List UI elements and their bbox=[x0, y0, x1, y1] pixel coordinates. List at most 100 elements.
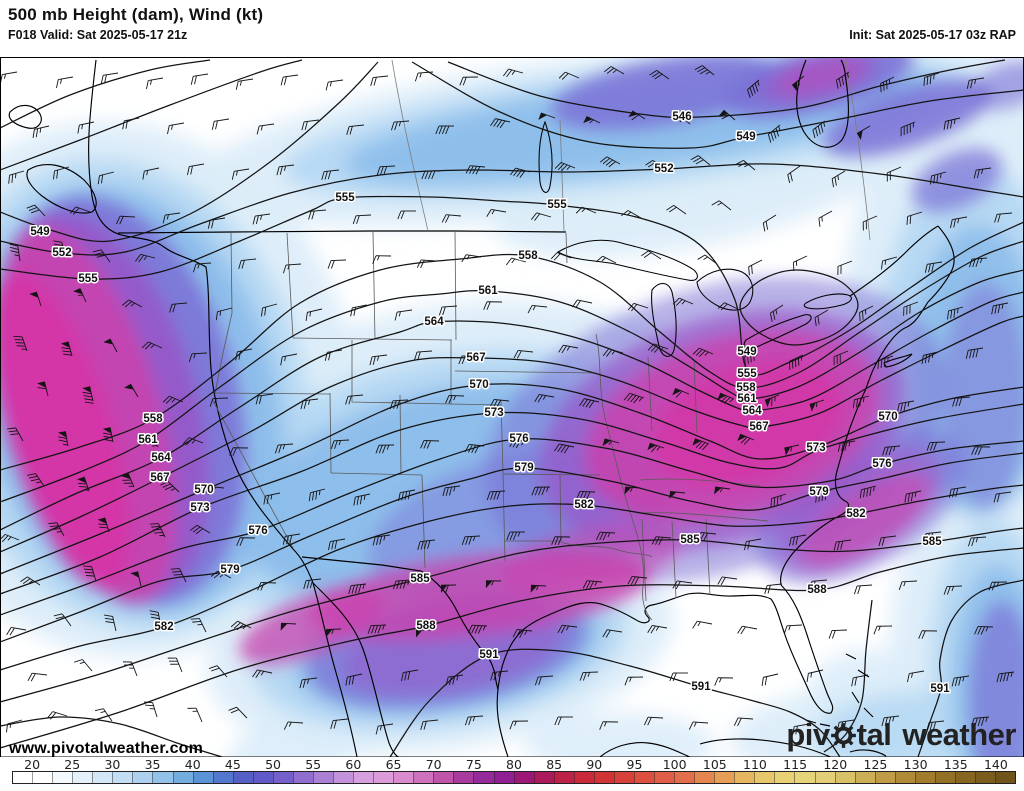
colorbar-cell bbox=[333, 772, 354, 783]
prov-man bbox=[559, 119, 565, 232]
svg-text:552: 552 bbox=[654, 163, 673, 175]
colorbar-cell bbox=[654, 772, 675, 783]
svg-text:579: 579 bbox=[809, 486, 828, 498]
colorbar-cell bbox=[975, 772, 996, 783]
colorbar-cell bbox=[13, 772, 33, 783]
svg-text:585: 585 bbox=[410, 573, 430, 585]
colorbar-cell bbox=[92, 772, 113, 783]
st-lawrence bbox=[849, 225, 939, 297]
lake-michigan bbox=[651, 282, 677, 357]
colorbar-cell bbox=[152, 772, 173, 783]
state-mt-nd bbox=[372, 231, 376, 340]
svg-text:585: 585 bbox=[922, 536, 942, 548]
lake-huron bbox=[696, 268, 754, 311]
svg-text:567: 567 bbox=[466, 352, 485, 364]
state-ut-az bbox=[330, 472, 423, 476]
colorbar-tick: 60 bbox=[345, 757, 362, 772]
colorbar-cell bbox=[674, 772, 695, 783]
svg-text:567: 567 bbox=[749, 421, 768, 433]
state-al-ga bbox=[705, 518, 711, 596]
colorbar-cell bbox=[353, 772, 374, 783]
colorbar-tick: 95 bbox=[626, 757, 643, 772]
svg-text:576: 576 bbox=[509, 433, 528, 445]
svg-text:561: 561 bbox=[737, 393, 757, 405]
colorbar-cell bbox=[734, 772, 755, 783]
colorbar-tick: 40 bbox=[184, 757, 201, 772]
svg-text:549: 549 bbox=[736, 131, 755, 143]
colorbar-tick: 80 bbox=[506, 757, 522, 772]
pivotal-weather-logo: piv tal weather bbox=[786, 717, 1016, 753]
svg-text:558: 558 bbox=[736, 382, 756, 394]
colorbar-tick: 35 bbox=[144, 757, 161, 772]
colorbar-cell bbox=[694, 772, 715, 783]
state-co-n bbox=[450, 403, 502, 406]
state-ms-w bbox=[641, 518, 647, 602]
colorbar-cell bbox=[794, 772, 815, 783]
colorbar-cell bbox=[112, 772, 133, 783]
svg-text:570: 570 bbox=[469, 379, 488, 391]
state-or-ca-nv bbox=[214, 392, 331, 395]
lake-winnipeg bbox=[538, 120, 553, 193]
colorbar-tick: 120 bbox=[823, 757, 848, 772]
state-wa-id bbox=[214, 232, 233, 394]
colorbar-ticks: 20 25 30 35 40 45 50 55 60 65 70 75 80 85 90 95 100 105 11… bbox=[0, 757, 1024, 772]
svg-text:549: 549 bbox=[30, 226, 49, 238]
svg-text:555: 555 bbox=[335, 192, 355, 204]
colorbar-tick: 105 bbox=[702, 757, 727, 772]
colorbar-tick: 65 bbox=[385, 757, 402, 772]
state-nd-mn bbox=[454, 231, 457, 341]
state-ky-tn bbox=[639, 478, 761, 487]
wind-barbs bbox=[1, 65, 1015, 736]
state-ks-ok bbox=[502, 473, 601, 476]
colorbar-cell bbox=[252, 772, 273, 783]
colorbar-tick: 125 bbox=[863, 757, 888, 772]
svg-text:573: 573 bbox=[806, 442, 825, 454]
colorbar-cell bbox=[854, 772, 875, 783]
svg-text:573: 573 bbox=[484, 407, 503, 419]
colorbar-cell bbox=[593, 772, 614, 783]
svg-text:558: 558 bbox=[143, 413, 163, 425]
svg-text:567: 567 bbox=[150, 472, 169, 484]
long-island bbox=[883, 353, 913, 368]
colorbar-cell bbox=[232, 772, 253, 783]
colorbar-tick: 90 bbox=[586, 757, 603, 772]
bahamas bbox=[845, 653, 874, 718]
colorbar-cell bbox=[954, 772, 975, 783]
colorbar-cell bbox=[72, 772, 93, 783]
svg-text:585: 585 bbox=[680, 534, 700, 546]
svg-text:588: 588 bbox=[416, 620, 436, 632]
colorbar-cell bbox=[32, 772, 53, 783]
colorbar-cell bbox=[714, 772, 735, 783]
florida-gulf-coast bbox=[496, 584, 834, 757]
colorbar-tick: 100 bbox=[662, 757, 687, 772]
prov-ont-que bbox=[845, 59, 871, 241]
svg-text:582: 582 bbox=[574, 499, 593, 511]
colorbar-tick: 45 bbox=[224, 757, 241, 772]
svg-text:591: 591 bbox=[691, 681, 711, 693]
colorbar-cell bbox=[754, 772, 775, 783]
colorbar-cell bbox=[774, 772, 795, 783]
colorbar-cell bbox=[393, 772, 414, 783]
map-title: 500 mb Height (dam), Wind (kt) bbox=[8, 5, 264, 24]
height-contours bbox=[1, 59, 1023, 757]
state-in-oh bbox=[693, 358, 698, 434]
colorbar-cell bbox=[132, 772, 153, 783]
colorbar-tick: 115 bbox=[783, 757, 808, 772]
atlantic-coast bbox=[780, 301, 929, 586]
colorbar-cell bbox=[834, 772, 855, 783]
colorbar-cell bbox=[272, 772, 293, 783]
state-ut-co bbox=[399, 394, 402, 475]
colorbar-cell bbox=[553, 772, 574, 783]
svg-text:579: 579 bbox=[514, 462, 533, 474]
state-tn-s bbox=[635, 512, 769, 522]
colorbar-cell bbox=[433, 772, 454, 783]
svg-text:546: 546 bbox=[672, 111, 691, 123]
colorbar-tick: 50 bbox=[265, 757, 281, 772]
state-mn bbox=[565, 232, 568, 264]
svg-text:579: 579 bbox=[220, 564, 239, 576]
james-bay bbox=[796, 59, 850, 148]
vancouver-island bbox=[26, 164, 97, 214]
colorbar-cell bbox=[573, 772, 594, 783]
svg-text:564: 564 bbox=[424, 316, 444, 328]
